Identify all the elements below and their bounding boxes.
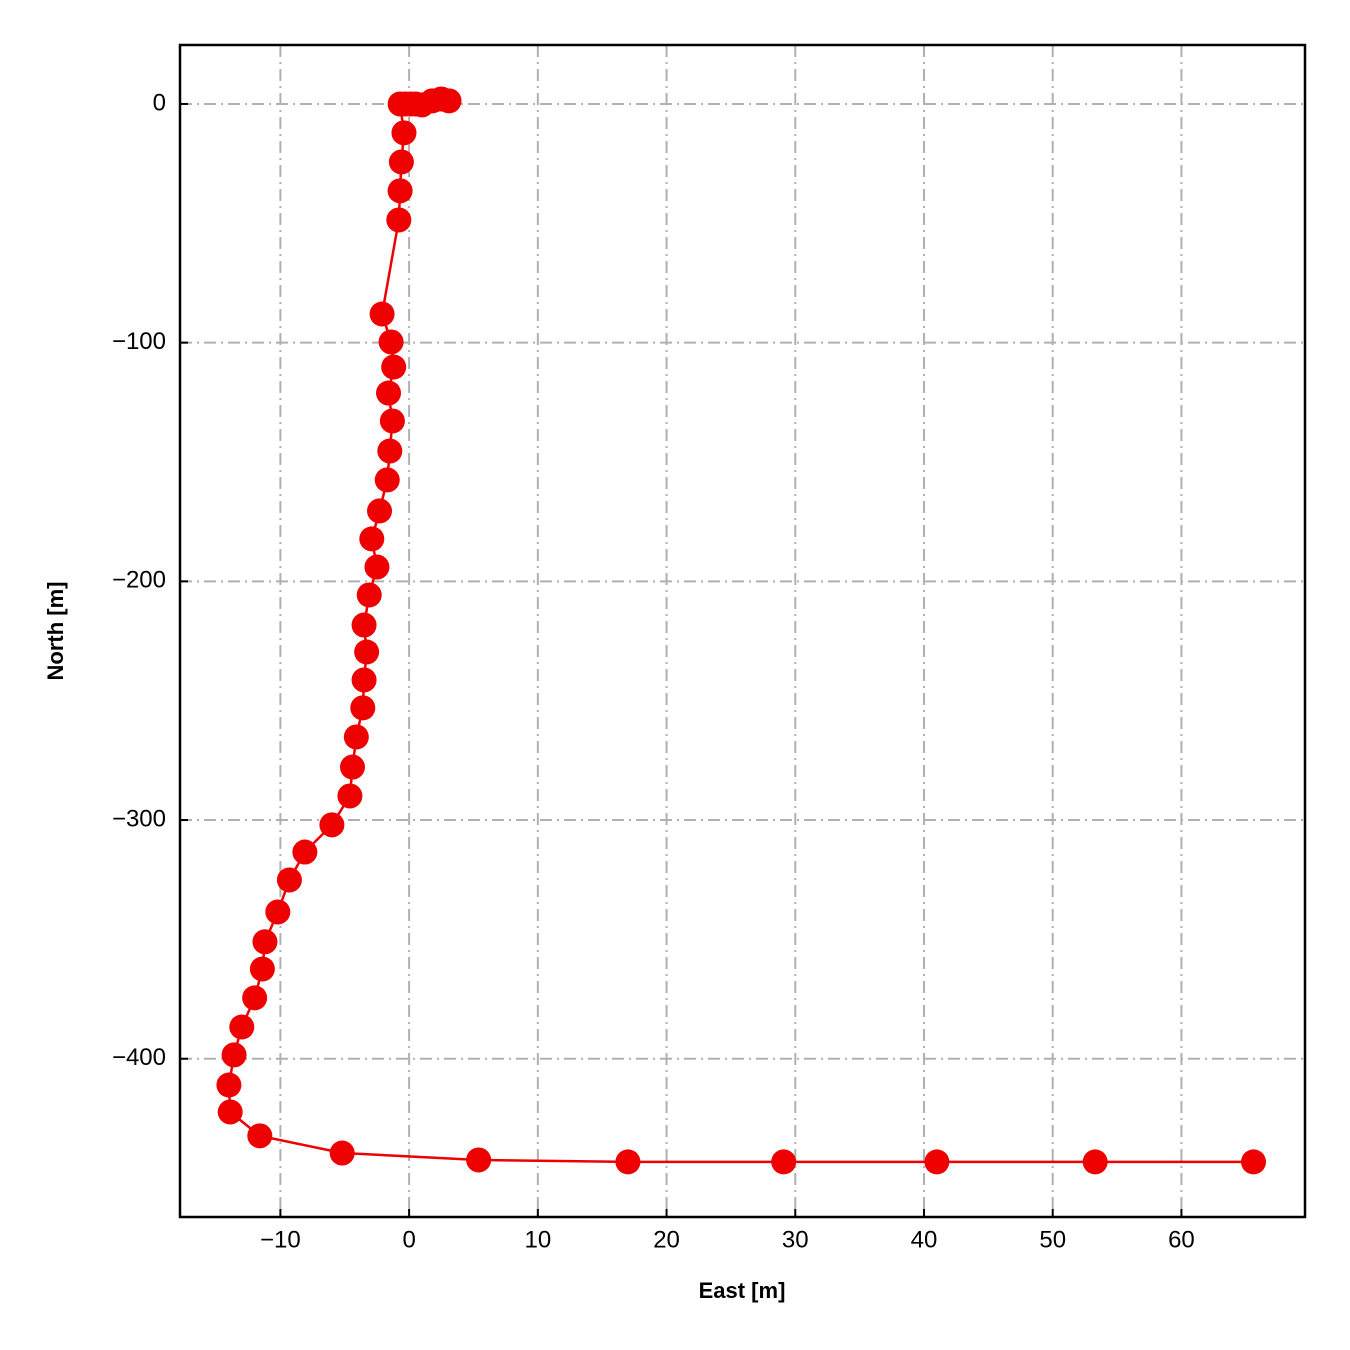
point bbox=[364, 554, 390, 580]
point bbox=[247, 1123, 273, 1149]
y-tick-label: −200 bbox=[112, 567, 166, 594]
x-tick-label: 20 bbox=[653, 1226, 680, 1253]
point bbox=[374, 467, 400, 493]
x-tick-label: 0 bbox=[402, 1226, 415, 1253]
point bbox=[388, 149, 414, 175]
point bbox=[249, 956, 275, 982]
x-tick-label: −10 bbox=[260, 1226, 301, 1253]
point bbox=[367, 498, 393, 524]
point bbox=[386, 207, 412, 233]
point bbox=[229, 1014, 255, 1040]
x-axis-label: East [m] bbox=[699, 1278, 786, 1303]
point bbox=[216, 1072, 242, 1098]
point bbox=[354, 639, 380, 665]
point bbox=[359, 526, 385, 552]
y-tick-label: −400 bbox=[112, 1044, 166, 1071]
point bbox=[771, 1149, 797, 1175]
x-tick-label: 60 bbox=[1168, 1226, 1195, 1253]
point bbox=[339, 754, 365, 780]
x-tick-label: 10 bbox=[524, 1226, 551, 1253]
point bbox=[369, 301, 395, 327]
trajectory-line bbox=[227, 97, 1254, 1164]
point bbox=[466, 1147, 492, 1173]
point bbox=[217, 1099, 243, 1125]
x-tick-label: 30 bbox=[782, 1226, 809, 1253]
point bbox=[1241, 1149, 1267, 1175]
point bbox=[381, 354, 407, 380]
plot-frame bbox=[178, 43, 1307, 1219]
point bbox=[242, 985, 268, 1011]
y-axis-label: North [m] bbox=[43, 582, 68, 681]
point bbox=[350, 695, 376, 721]
point bbox=[329, 1140, 355, 1166]
point bbox=[1082, 1149, 1108, 1175]
point bbox=[351, 667, 377, 693]
point bbox=[356, 582, 382, 608]
point bbox=[343, 724, 369, 750]
y-tick-label: −300 bbox=[112, 805, 166, 832]
point bbox=[351, 612, 377, 638]
point bbox=[387, 91, 413, 117]
x-tick-label: 40 bbox=[911, 1226, 938, 1253]
point bbox=[252, 929, 278, 955]
point bbox=[221, 1042, 247, 1068]
x-tick-label: 50 bbox=[1039, 1226, 1066, 1253]
point bbox=[387, 178, 413, 204]
y-tick-label: 0 bbox=[153, 89, 166, 116]
point bbox=[391, 120, 417, 146]
point bbox=[337, 783, 363, 809]
point bbox=[292, 839, 318, 865]
point bbox=[276, 867, 302, 893]
point bbox=[319, 812, 345, 838]
point bbox=[376, 380, 402, 406]
point bbox=[924, 1149, 950, 1175]
point bbox=[378, 329, 404, 355]
point bbox=[377, 438, 403, 464]
point bbox=[379, 408, 405, 434]
point bbox=[265, 899, 291, 925]
point bbox=[615, 1149, 641, 1175]
y-tick-label: −100 bbox=[112, 328, 166, 355]
